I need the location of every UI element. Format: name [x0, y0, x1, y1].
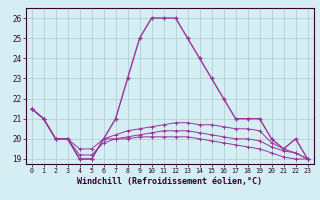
- X-axis label: Windchill (Refroidissement éolien,°C): Windchill (Refroidissement éolien,°C): [77, 177, 262, 186]
